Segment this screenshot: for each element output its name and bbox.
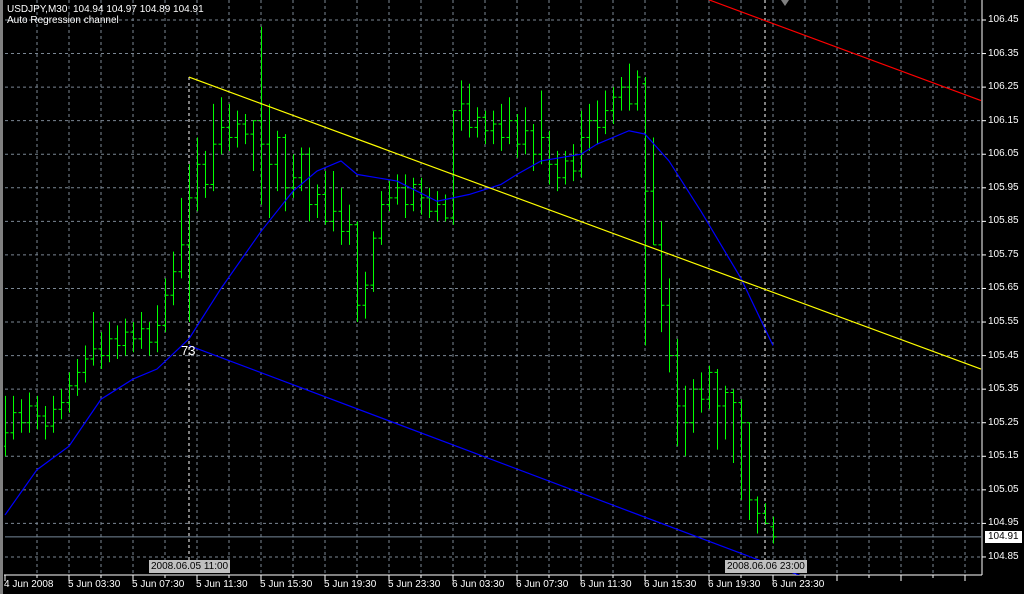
time-axis-label: 6 Jun 15:30 [644,579,697,590]
price-axis-label: 106.45 [988,14,1019,25]
price-axis-label: 105.05 [988,483,1019,495]
moving-average-line [4,130,774,516]
price-axis-label: 105.65 [988,282,1019,294]
crosshair-time-label: 2008.06.06 23:00 [725,560,807,573]
regression-annotation: 73 [181,342,196,358]
price-axis-label: 105.45 [988,349,1019,361]
time-axis-label: 5 Jun 19:30 [324,579,377,590]
indicator-label: Auto Regression channel [7,15,119,26]
price-axis-label: 105.15 [988,450,1019,462]
time-axis-label: 6 Jun 03:30 [452,579,505,590]
time-axis-label: 6 Jun 07:30 [516,579,569,590]
time-axis-label: 5 Jun 07:30 [132,579,185,590]
lower-channel-line [188,344,801,575]
price-axis-label: 105.85 [988,215,1019,227]
time-axis-label: 5 Jun 15:30 [260,579,313,590]
price-axis-label: 105.55 [988,316,1019,328]
price-axis-label: 106.25 [988,81,1019,93]
time-axis-label: 6 Jun 19:30 [708,579,761,590]
price-axis-label: 104.95 [988,517,1019,529]
plot-area [4,0,982,575]
regression-line [188,76,982,370]
price-axis-label: 106.35 [988,47,1019,59]
time-axis-label: 5 Jun 23:30 [388,579,441,590]
current-price-label: 104.91 [985,530,1022,543]
crosshair-time-label: 2008.06.05 11:00 [149,560,231,573]
price-axis-label: 106.15 [988,114,1019,126]
chart-shift-marker-icon [781,0,789,6]
time-axis-label: 5 Jun 11:30 [196,579,248,590]
upper-channel-line [708,0,982,102]
chart-header: USDJPY,M30 104.94 104.97 104.89 104.91 [7,4,204,15]
time-axis-label: 6 Jun 11:30 [580,579,632,590]
price-axis-label: 105.35 [988,383,1019,395]
time-axis-label: 5 Jun 03:30 [68,579,121,590]
price-axis-label: 106.05 [988,148,1019,160]
price-axis-label: 105.25 [988,416,1019,428]
symbol-label: USDJPY,M30 [7,4,68,15]
price-axis-label: 104.85 [988,550,1019,562]
ohlc-readout: 104.94 104.97 104.89 104.91 [72,4,204,15]
price-axis-label: 105.95 [988,181,1019,193]
time-axis-label: 4 Jun 2008 [4,579,54,590]
window-edge [0,0,3,594]
time-axis-label: 6 Jun 23:30 [772,579,825,590]
price-axis-label: 105.75 [988,248,1019,260]
